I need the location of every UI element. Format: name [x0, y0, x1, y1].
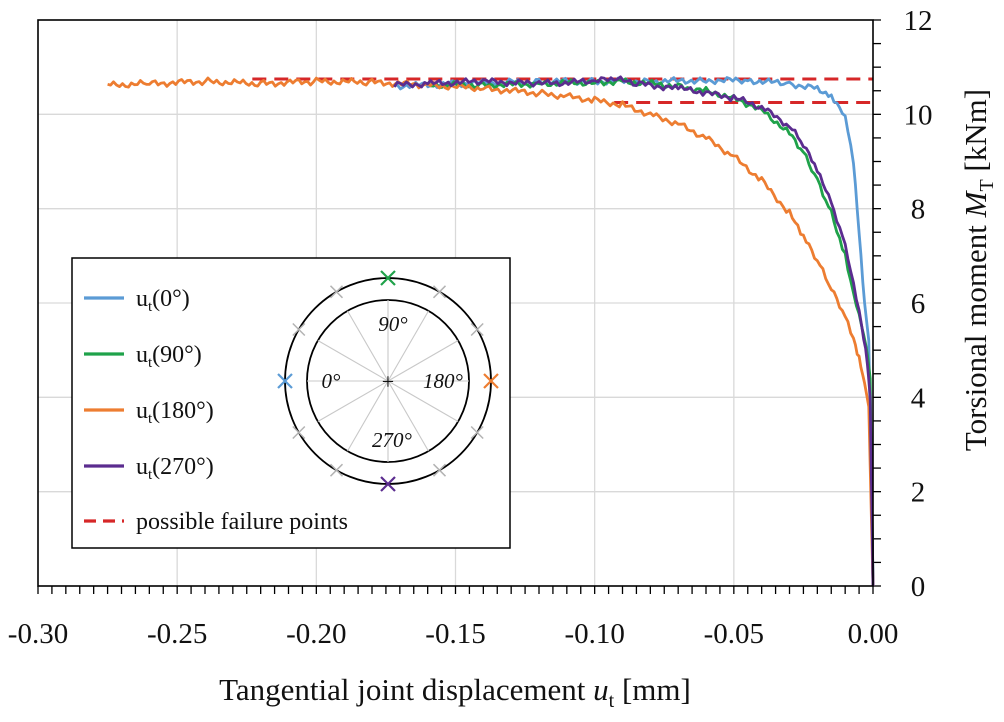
inset-markers [277, 270, 499, 492]
y-tick-label: 6 [911, 288, 926, 320]
inset-label-180: 180° [423, 369, 464, 393]
y-tick-label: 8 [911, 194, 926, 226]
legend-label: ut(270°) [136, 454, 214, 483]
x-tick-label: -0.10 [564, 618, 624, 650]
y-tick-label: 2 [911, 477, 926, 509]
inset-spokes [307, 300, 469, 462]
legend-label: possible failure points [136, 509, 348, 535]
inset-marker [380, 476, 396, 492]
x-tick-label: -0.20 [286, 618, 346, 650]
legend-entries: ut(0°) ut(90°) ut(180°) ut(270°) possible fa… [84, 286, 348, 535]
inset-center-plus: + [382, 369, 394, 394]
inset-spoke [317, 380, 389, 422]
legend-entry: ut(90°) [84, 342, 202, 371]
x-axis-title: Tangential joint displacement ut [mm] [219, 672, 691, 712]
y-tick-label: 10 [904, 99, 933, 131]
x-tick-label: 0.00 [848, 618, 899, 650]
inset-spoke [317, 340, 389, 382]
inset-marker [277, 373, 293, 389]
legend-entry: ut(270°) [84, 454, 214, 483]
plot-frame [37, 19, 874, 587]
legend-entry: possible failure points [84, 509, 348, 535]
y-tick-label: 12 [904, 5, 933, 37]
inset-marker [483, 373, 499, 389]
series-line-ut180 [107, 76, 875, 587]
legend-box [71, 257, 511, 549]
inset-spoke [387, 380, 459, 422]
inset-label-0: 0° [322, 369, 342, 393]
minor-ticks [37, 19, 881, 594]
series-line-ut270 [393, 75, 875, 587]
inset-spoke [347, 310, 389, 382]
y-axis-title: Torsional moment MT [kNm] [958, 89, 998, 451]
series-lines [107, 75, 875, 587]
inset-marker [292, 425, 306, 440]
inset-marker [470, 425, 484, 440]
inset-spoke [387, 340, 459, 382]
x-tick-label: -0.05 [704, 618, 764, 650]
legend-label: ut(90°) [136, 342, 202, 371]
x-tick-labels: -0.30 -0.25 -0.20 -0.15 -0.10 -0.05 0.00 [8, 618, 899, 650]
legend-label: ut(180°) [136, 398, 214, 427]
y-tick-labels: 0 2 4 6 8 10 12 [904, 5, 933, 603]
orientation-inset: + 90° 0° 180° 270° [277, 270, 499, 492]
inset-marker [329, 285, 344, 299]
inset-spoke [347, 380, 389, 452]
legend: ut(0°) ut(90°) ut(180°) ut(270°) possible fa… [71, 257, 511, 549]
legend-entry: ut(0°) [84, 286, 190, 315]
inset-marker [432, 463, 447, 477]
inset-marker [470, 322, 484, 337]
inset-marker [432, 285, 447, 299]
y-tick-label: 4 [911, 382, 926, 414]
inset-spoke [387, 310, 429, 382]
y-tick-label: 0 [911, 571, 926, 603]
inset-spoke [387, 380, 429, 452]
x-tick-label: -0.25 [147, 618, 207, 650]
x-tick-label: -0.15 [425, 618, 485, 650]
inset-label-270: 270° [372, 428, 413, 452]
inset-marker [292, 322, 306, 337]
inset-marker [380, 270, 396, 286]
inset-label-90: 90° [378, 312, 408, 336]
x-tick-label: -0.30 [8, 618, 68, 650]
legend-entry: ut(180°) [84, 398, 214, 427]
legend-label: ut(0°) [136, 286, 190, 315]
inset-marker [329, 463, 344, 477]
